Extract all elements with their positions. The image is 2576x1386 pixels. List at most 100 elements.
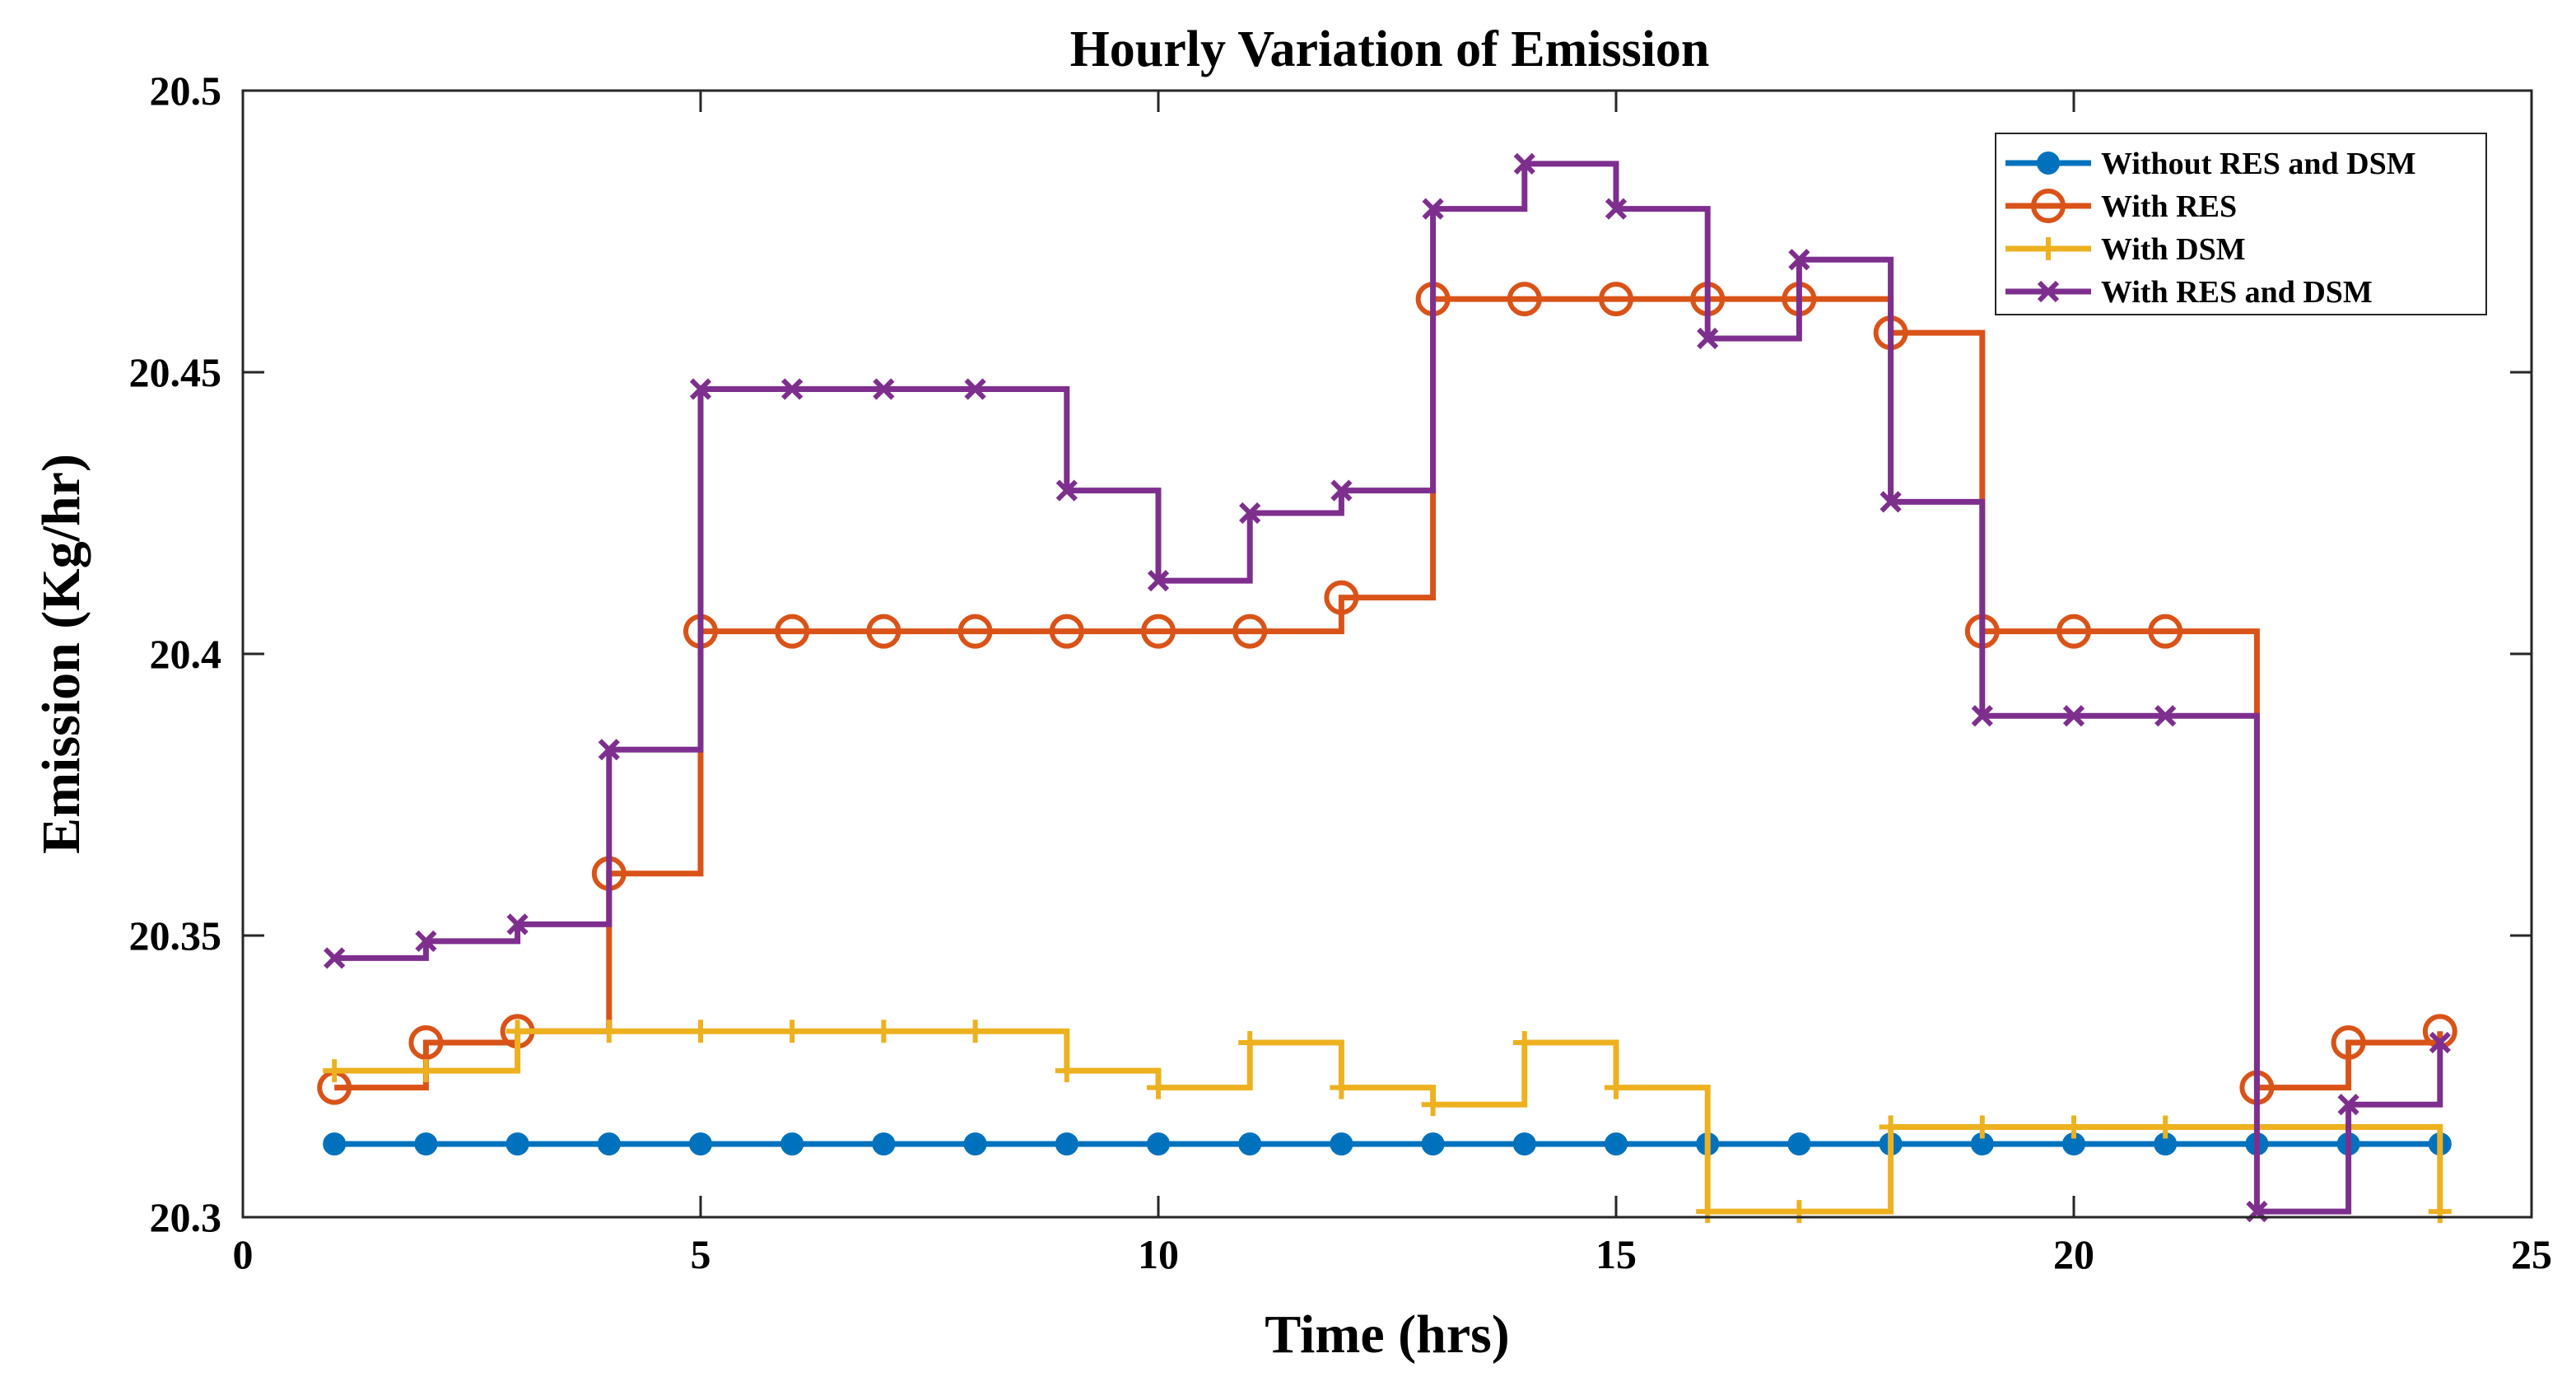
data-point xyxy=(1049,614,1084,649)
data-point xyxy=(775,614,810,649)
data-point xyxy=(414,1059,438,1083)
x-tick-label: 15 xyxy=(1595,1231,1637,1277)
series-line-3 xyxy=(334,1028,2443,1215)
y-tick-label: 20.3 xyxy=(150,1194,222,1240)
data-point xyxy=(1238,1030,1262,1054)
series-layer xyxy=(317,152,2457,1224)
y-tick-label: 20.5 xyxy=(150,68,222,114)
data-point xyxy=(872,1020,896,1043)
series-3 xyxy=(323,1020,2452,1224)
data-point xyxy=(689,378,712,400)
data-point xyxy=(1055,479,1078,502)
legend-item-1: Without RES and DSM xyxy=(2005,147,2416,181)
data-point xyxy=(781,378,804,400)
data-point xyxy=(597,1132,621,1156)
data-point xyxy=(1507,282,1542,317)
x-tick-label: 5 xyxy=(691,1231,711,1277)
data-point xyxy=(2331,1024,2366,1060)
data-point xyxy=(1697,327,1719,350)
data-point xyxy=(2062,1115,2085,1139)
data-point xyxy=(323,1132,347,1156)
data-point xyxy=(323,1059,347,1083)
data-point xyxy=(1513,152,1535,175)
legend-item-3: With DSM xyxy=(2005,232,2246,267)
data-point xyxy=(1055,1059,1078,1083)
data-point xyxy=(1605,1132,1628,1156)
data-point xyxy=(1238,1132,1262,1156)
data-point xyxy=(415,930,437,952)
legend-item-4: With RES and DSM xyxy=(2005,275,2373,310)
data-point xyxy=(2057,614,2091,649)
data-point xyxy=(1147,569,1170,592)
x-axis-label: Time (hrs) xyxy=(1265,1304,1510,1365)
data-point xyxy=(1330,1132,1353,1156)
data-point xyxy=(1879,1115,1903,1139)
data-point xyxy=(872,1132,896,1156)
data-point xyxy=(505,1020,529,1043)
chart-title: Hourly Variation of Emission xyxy=(1070,21,1710,77)
data-point xyxy=(2154,705,2177,727)
data-point xyxy=(689,1020,712,1043)
data-point xyxy=(1696,1200,1720,1224)
data-point xyxy=(2062,705,2085,727)
data-point xyxy=(780,1020,804,1043)
data-point xyxy=(1055,1132,1078,1156)
data-point xyxy=(408,1024,444,1060)
data-point xyxy=(963,1020,987,1043)
data-point xyxy=(1787,1132,1811,1156)
series-line-4 xyxy=(334,161,2443,1215)
data-point xyxy=(506,913,529,936)
data-point xyxy=(873,378,895,400)
legend-swatch-marker xyxy=(2031,189,2066,223)
data-point xyxy=(1971,705,1993,727)
data-point xyxy=(1788,249,1810,271)
data-point xyxy=(2337,1094,2359,1116)
data-point xyxy=(1512,1132,1536,1156)
x-tick-label: 25 xyxy=(2511,1231,2552,1277)
y-tick-label: 20.4 xyxy=(150,631,222,677)
data-point xyxy=(957,614,993,649)
data-point xyxy=(963,1132,987,1156)
legend-swatch-marker xyxy=(2037,280,2060,303)
x-tick-label: 0 xyxy=(233,1231,254,1277)
data-point xyxy=(1239,502,1261,525)
data-point xyxy=(2428,1200,2452,1224)
legend-label: Without RES and DSM xyxy=(2101,147,2416,181)
data-point xyxy=(1512,1030,1536,1054)
x-tick-label: 20 xyxy=(2053,1231,2094,1277)
data-point xyxy=(505,1132,529,1156)
legend-item-2: With RES xyxy=(2005,189,2237,224)
data-point xyxy=(2429,1031,2451,1054)
legend-swatch-marker xyxy=(2037,237,2060,260)
data-point xyxy=(1330,479,1353,502)
y-axis-label: Emission (Kg/hr) xyxy=(31,454,91,854)
data-point xyxy=(780,1132,804,1156)
data-point xyxy=(1330,1076,1353,1099)
series-1 xyxy=(323,1132,2452,1156)
data-point xyxy=(866,614,901,649)
data-point xyxy=(1324,580,1359,615)
data-point xyxy=(964,378,986,400)
data-point xyxy=(1970,1115,1994,1139)
data-point xyxy=(1147,1076,1170,1099)
legend-label: With DSM xyxy=(2101,232,2246,267)
legend-label: With RES and DSM xyxy=(2101,275,2373,310)
x-tick-label: 10 xyxy=(1138,1231,1179,1277)
data-point xyxy=(1599,282,1633,317)
data-point xyxy=(1880,491,1902,513)
data-point xyxy=(324,947,346,969)
data-point xyxy=(1421,1093,1445,1117)
y-tick-label: 20.45 xyxy=(129,349,222,395)
legend-label: With RES xyxy=(2101,189,2237,224)
data-point xyxy=(1787,1200,1811,1224)
data-point xyxy=(414,1132,438,1156)
legend-swatch-marker xyxy=(2037,152,2060,175)
ticks-layer: 0 5 10 15 20 25 20.3 20.35 20.4 20.45 20.5 xyxy=(129,68,2553,1277)
data-point xyxy=(2154,1115,2178,1139)
data-point xyxy=(1421,1132,1445,1156)
data-point xyxy=(1147,1132,1170,1156)
data-point xyxy=(1422,198,1444,220)
data-point xyxy=(1141,614,1176,649)
data-point xyxy=(598,739,620,761)
